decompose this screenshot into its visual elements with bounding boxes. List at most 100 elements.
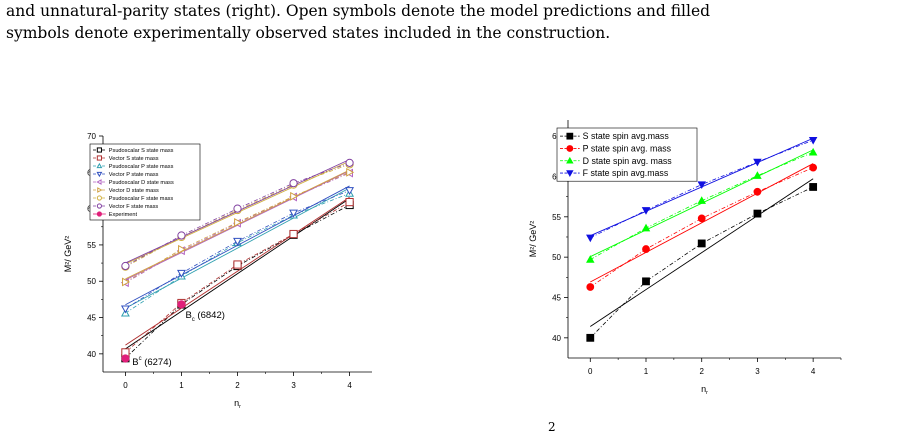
x-tick-label: 1 (644, 367, 649, 376)
y-axis-label: M²/ GeV² (528, 221, 538, 258)
data-point (345, 197, 354, 207)
x-tick-label: 3 (755, 367, 760, 376)
x-axis-label: nr (234, 398, 241, 410)
series-2 (586, 163, 818, 291)
legend-marker (566, 170, 574, 177)
legend-label: Psudoscalar D state mass (109, 180, 174, 186)
legend-label: Vector P state mass (109, 172, 159, 178)
data-point (177, 300, 186, 309)
legend-marker (96, 155, 102, 161)
data-point (289, 179, 298, 188)
data-point (586, 333, 595, 342)
legend-marker (96, 147, 102, 153)
y-tick-label: 50 (87, 277, 96, 286)
legend-marker (96, 162, 103, 169)
legend-box (89, 143, 201, 221)
y-tick-label: 45 (87, 314, 96, 323)
legend-box (556, 127, 698, 182)
caption-line-1: and unnatural-parity states (right). Ope… (6, 2, 711, 20)
data-point (120, 305, 130, 314)
x-tick-label: 3 (291, 381, 296, 390)
x-tick-label: 4 (811, 367, 816, 376)
data-point (697, 239, 706, 248)
data-point (178, 244, 187, 254)
x-tick-label: 1 (179, 381, 184, 390)
data-point (808, 147, 818, 156)
legend-label: Psudoscalar P state mass (109, 164, 174, 170)
data-point (289, 229, 298, 239)
data-point (641, 207, 651, 215)
legend-marker (96, 171, 103, 178)
series-4 (120, 185, 355, 314)
data-point (345, 187, 355, 196)
legend-marker (96, 203, 102, 209)
series-fit-line (590, 178, 814, 327)
x-tick-label: 2 (235, 381, 240, 390)
legend-marker (566, 132, 574, 140)
legend-label: F state spin avg.mass (583, 168, 669, 178)
series-connector (590, 186, 814, 339)
data-point (641, 223, 651, 232)
legend-label: Psudoscalar F state mass (109, 196, 174, 202)
figure-caption: and unnatural-parity states (right). Ope… (6, 0, 908, 44)
y-tick-label: 40 (552, 334, 561, 343)
data-point (753, 187, 762, 196)
annotation: Bc (6274) (132, 356, 171, 368)
annotation-script: c (192, 317, 195, 323)
y-tick-label: 55 (552, 213, 561, 222)
legend-marker (97, 187, 103, 193)
data-point (233, 260, 242, 269)
x-axis-label-sub: r (239, 404, 241, 410)
data-point (233, 237, 242, 246)
legend-marker (96, 211, 102, 217)
legend-marker (566, 156, 574, 164)
legend-label: S state spin avg.mass (583, 131, 670, 141)
data-point (122, 277, 131, 287)
legend-label: Vector F state mass (109, 204, 159, 210)
series-connector (125, 201, 350, 353)
legend-label: Experiment (109, 212, 138, 218)
x-tick-label: 0 (588, 367, 593, 376)
y-tick-label: 70 (87, 132, 96, 141)
y-tick-label: 40 (87, 350, 96, 359)
annotation-script: c (139, 356, 142, 362)
legend-marker (566, 145, 574, 152)
data-point (586, 234, 595, 243)
series-connector (125, 162, 350, 267)
data-point (233, 204, 242, 213)
series-connector (125, 204, 350, 359)
series-fit-line (125, 196, 350, 346)
formula-fragment: 2 (548, 420, 556, 434)
series-9 (121, 300, 186, 363)
legend-label: Vector S state mass (109, 156, 159, 162)
legend-marker (96, 179, 102, 185)
data-point (642, 245, 650, 253)
data-point (586, 255, 595, 263)
legend-marker (96, 195, 102, 201)
series-3 (586, 147, 818, 263)
series-6 (122, 167, 355, 287)
data-point (753, 209, 762, 218)
data-point (697, 214, 706, 223)
caption-line-2: symbols denote experimentally observed s… (6, 24, 611, 42)
y-tick-label: 45 (552, 293, 561, 302)
data-point (121, 354, 130, 363)
data-point (177, 231, 186, 240)
annotation-value: (6274) (142, 357, 172, 368)
data-point (809, 163, 818, 172)
y-tick-label: 55 (87, 241, 96, 250)
y-axis-label: M²/ GeV² (63, 236, 73, 273)
data-point (289, 209, 298, 218)
series-connector (125, 190, 350, 310)
x-axis-label-sub: r (706, 390, 708, 396)
data-point (753, 171, 762, 179)
data-point (753, 158, 762, 167)
data-point (697, 196, 706, 204)
x-tick-label: 0 (123, 381, 128, 390)
y-tick-label: 50 (552, 253, 561, 262)
data-point (290, 191, 299, 201)
legend-label: Vector D state mass (109, 188, 159, 194)
